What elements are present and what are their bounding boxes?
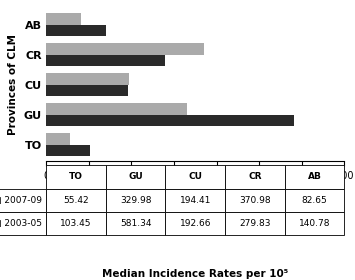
Text: Median Incidence Rates per 10⁵: Median Incidence Rates per 10⁵ bbox=[102, 269, 288, 279]
Y-axis label: Provinces of CLM: Provinces of CLM bbox=[8, 34, 18, 135]
Bar bbox=[46, 133, 70, 144]
Bar bbox=[46, 55, 165, 66]
Bar bbox=[46, 115, 294, 126]
Bar bbox=[46, 103, 187, 115]
Bar bbox=[46, 13, 81, 25]
Bar bbox=[46, 73, 129, 85]
Bar bbox=[46, 85, 128, 96]
Bar bbox=[46, 25, 106, 36]
Bar bbox=[46, 144, 90, 156]
Bar bbox=[46, 43, 204, 55]
